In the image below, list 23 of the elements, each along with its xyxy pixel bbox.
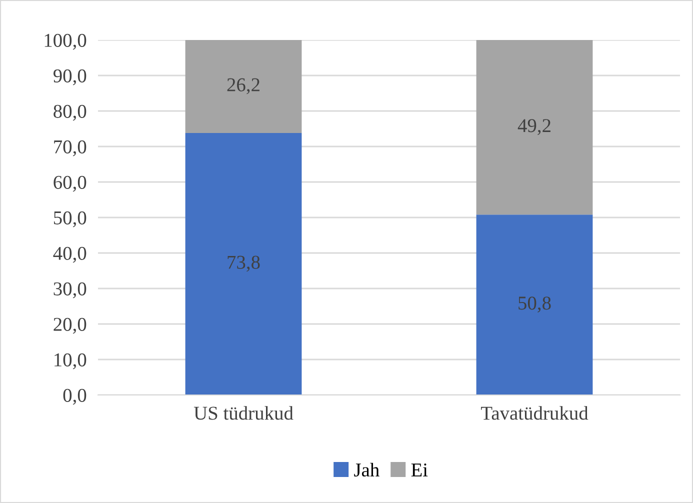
x-tick-label: US tüdrukud: [194, 406, 294, 420]
y-tick-label: 80,0: [54, 104, 86, 121]
y-tick-label: 50,0: [54, 211, 86, 228]
y-tick-label: 40,0: [53, 246, 86, 263]
data-label: 49,2: [518, 119, 550, 135]
legend-label: Jah: [354, 462, 380, 477]
x-tick-label: Tavatüdrukud: [480, 406, 588, 420]
y-tick-label: 100,0: [44, 34, 86, 50]
bar: [185, 133, 302, 395]
y-tick-label: 10,0: [54, 353, 86, 370]
y-tick-label: 60,0: [54, 176, 86, 192]
data-label: 26,2: [227, 78, 260, 94]
y-tick-label: 20,0: [54, 318, 86, 334]
legend-label: Ei: [411, 463, 428, 476]
data-label: 50,8: [518, 296, 551, 312]
bar: [476, 40, 593, 215]
bar: [476, 214, 593, 395]
y-tick-label: 70,0: [54, 140, 86, 156]
y-tick-label: 90,0: [53, 69, 86, 86]
y-tick-label: 0,0: [63, 388, 86, 405]
y-tick-label: 30,0: [54, 282, 86, 298]
bar: [185, 40, 302, 134]
data-label: 73,8: [228, 256, 260, 272]
